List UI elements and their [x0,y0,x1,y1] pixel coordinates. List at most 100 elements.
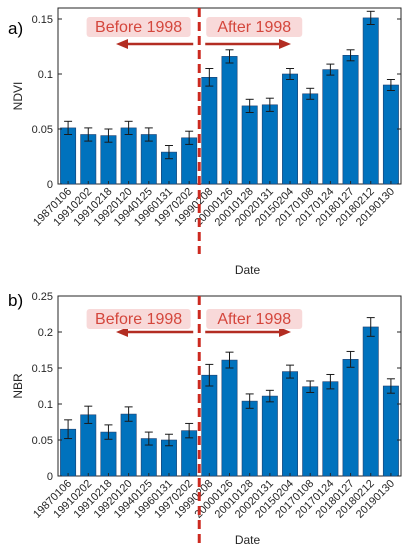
nbr-bar-20190130 [382,385,399,477]
nbr-bar-19920120 [120,413,137,477]
ndvi-y-axis-label: NDVI [11,82,25,111]
ndvi-error-bar-20020131 [265,97,274,112]
ndvi-error-bar-20180127 [346,49,355,62]
ndvi-bars [60,17,399,185]
nbr-error-bar-20170124 [326,373,335,390]
nbr-bar-20170124 [322,381,339,477]
nbr-error-bar-20180127 [346,350,355,368]
ndvi-error-bars [64,10,395,160]
ndvi-after-arrow [205,39,291,49]
nbr-bar-20150204 [282,371,298,477]
ndvi-error-bar-19910202 [84,127,93,142]
nbr-error-bar-20190130 [386,378,395,394]
ndvi-bar-20180127 [342,54,359,185]
nbr-y-tick-label: 0.05 [32,435,53,447]
ndvi-error-bar-19960131 [164,145,173,160]
ndvi-bar-20010128 [241,105,258,185]
ndvi-error-bar-19990208 [205,68,214,87]
nbr-after-1998-label: After 1998 [217,311,291,328]
nbr-bar-20170108 [302,386,319,477]
ndvi-error-bar-19910218 [104,128,113,143]
nbr-error-bar-20020131 [265,389,274,403]
ndvi-y-tick-label: 0 [47,179,53,191]
nbr-after-label-bg [206,309,303,329]
ndvi-bar-20150204 [282,73,298,185]
nbr-chart: b) 0 0.05 0.1 0.15 0.2 0.25 19870106199102021… [8,291,402,547]
nbr-bar-19990208 [201,374,218,477]
ndvi-error-bar-20170124 [326,63,335,76]
nbr-bar-20180127 [342,359,359,477]
ndvi-bar-20180212 [362,17,379,185]
ndvi-before-label-bg [86,17,191,37]
ndvi-error-bar-20180212 [366,10,375,25]
ndvi-x-axis-label: Date [235,263,261,277]
nbr-y-tick-label: 0 [47,471,53,483]
ndvi-bar-19910218 [100,135,117,185]
ndvi-bar-20020131 [261,104,278,185]
nbr-y-tick-label: 0.25 [32,291,53,303]
ndvi-error-bar-20150204 [286,68,295,80]
ndvi-period-arrows [116,39,291,49]
nbr-bar-20020131 [261,395,278,477]
ndvi-bar-20170108 [302,93,319,185]
nbr-error-bar-20170108 [306,380,315,393]
nbr-error-bar-20000126 [225,351,234,369]
nbr-error-bar-20180212 [366,317,375,337]
ndvi-bar-20170124 [322,69,339,185]
nbr-bar-19910202 [80,414,97,477]
ndvi-error-bar-19870106 [64,120,73,135]
nbr-x-ticks: 1987010619910202199102181992012019940125… [31,473,397,521]
ndvi-y-tick-label: 0.1 [38,69,53,81]
ndvi-y-ticks: 0 0.05 0.1 0.15 [32,14,401,191]
nbr-error-bar-19940125 [144,431,153,446]
nbr-y-tick-label: 0.15 [32,363,53,375]
nbr-y-axis-label: NBR [11,373,25,399]
ndvi-error-bar-19970202 [185,130,194,145]
nbr-before-arrow [116,327,194,337]
nbr-error-bar-19970202 [185,422,194,439]
nbr-error-bar-19960131 [164,433,173,447]
nbr-error-bar-19910218 [104,424,113,440]
nbr-bar-20000126 [221,359,238,477]
ndvi-before-arrow [116,39,194,49]
nbr-after-arrow [205,327,291,337]
ndvi-bar-20000126 [221,56,238,185]
nbr-y-tick-label: 0.1 [38,399,53,411]
panel-label-a: a) [8,19,23,38]
ndvi-error-bar-20000126 [225,49,234,64]
nbr-error-bar-19990208 [205,363,214,387]
ndvi-bar-19920120 [120,127,137,185]
panel-label-b: b) [8,291,23,310]
ndvi-after-label-bg [206,17,303,37]
ndvi-y-tick-label: 0.15 [32,14,53,26]
ndvi-chart: a) 0 0.05 0.1 0.15 198701061991020219910218… [8,7,402,277]
nbr-error-bar-20010128 [245,393,254,409]
ndvi-bar-19870106 [60,127,77,185]
ndvi-error-bar-19920120 [124,120,133,135]
ndvi-y-tick-label: 0.05 [32,124,53,136]
ndvi-error-bar-19940125 [144,127,153,142]
ndvi-error-bar-20010128 [245,98,254,113]
nbr-before-1998-label: Before 1998 [95,311,182,328]
ndvi-bar-19910202 [80,134,97,185]
nbr-y-tick-label: 0.2 [38,327,53,339]
ndvi-bar-19940125 [140,134,157,185]
nbr-before-label-bg [86,309,191,329]
nbr-x-axis-label: Date [235,533,261,547]
nbr-error-bar-19870106 [64,419,73,440]
ndvi-bar-20190130 [382,84,399,185]
nbr-bars [60,326,399,477]
nbr-error-bars [64,317,395,447]
nbr-error-bar-19920120 [124,406,133,422]
ndvi-before-1998-label: Before 1998 [95,19,182,36]
nbr-period-arrows [116,327,291,337]
nbr-bar-20180212 [362,326,379,477]
ndvi-error-bar-20190130 [386,79,395,91]
nbr-error-bar-20150204 [286,364,295,379]
ndvi-error-bar-20170108 [306,87,315,100]
ndvi-x-ticks: 1987010619910202199102181992012019940125… [31,181,397,229]
nbr-bar-20010128 [241,400,258,477]
nbr-error-bar-19910202 [84,405,93,424]
nbr-y-ticks: 0 0.05 0.1 0.15 0.2 0.25 [32,291,401,483]
